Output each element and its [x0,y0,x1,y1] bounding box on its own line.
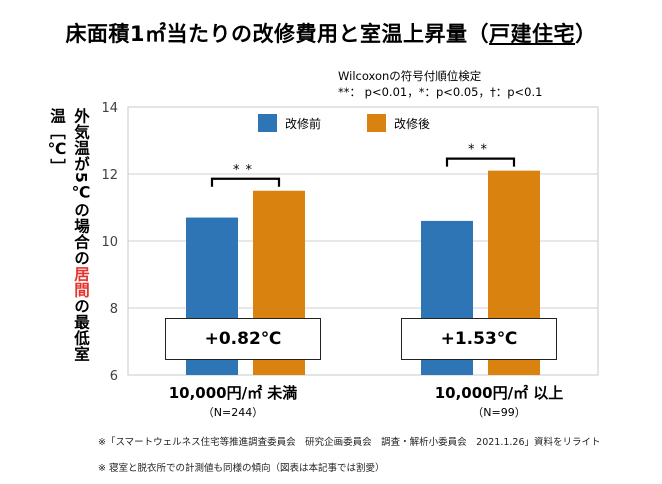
category-label-2: 10,000円/㎡ 以上 [434,384,564,402]
significance-label: ** [468,143,493,158]
footnote-source: ※「スマートウェルネス住宅等推進調査委員会 研究企画委員会 調査・解析小委員会 … [98,437,601,448]
ylabel-part3: の最低室温［℃］ [48,108,90,362]
category-label-1: 10,000円/㎡ 未満 [168,384,298,402]
difference-box-2: +1.53℃ [401,318,557,360]
difference-box-1: +0.82℃ [165,318,321,360]
plot-border [127,106,599,376]
title-suffix: ） [575,22,597,46]
title-underlined: 戸建住宅 [489,22,576,46]
legend-label-after: 改修後 [394,116,431,131]
chart-title: 床面積1㎡当たりの改修費用と室温上昇量（戸建住宅） [0,18,662,48]
y-tick-label: 12 [101,168,118,183]
significance-label: ** [233,163,258,178]
y-tick-label: 14 [101,101,118,116]
title-prefix: 床面積1㎡当たりの改修費用と室温上昇量（ [65,22,490,46]
category-n-2: （N=99） [472,406,526,419]
stat-note-line1: Wilcoxonの符号付順位検定 [338,69,482,83]
legend-item-after: 改修後 [367,114,430,132]
y-tick-label: 8 [110,302,118,317]
legend-swatch-before [258,114,277,132]
significance-bracket [210,177,281,187]
ylabel-part1: 外気温が5℃の場合の [72,108,90,266]
legend-item-before: 改修前 [258,114,321,132]
legend-label-before: 改修前 [285,116,322,131]
y-tick-label: 10 [101,235,118,250]
ylabel-part2: 居間 [72,265,90,298]
y-tick-label: 6 [110,369,118,384]
footnote-other-rooms: ※ 寝室と脱衣所での計測値も同様の傾向（図表は本記事では割愛） [98,463,385,474]
category-n-1: （N=244） [202,406,264,419]
y-axis-label: 外気温が5℃の場合の居間の最低室温［℃］ [45,108,93,376]
significance-bracket [445,157,516,167]
legend: 改修前 改修後 [258,114,430,132]
stat-test-note: Wilcoxonの符号付順位検定 **： p<0.01，*：p<0.05，†：p<… [338,68,542,100]
legend-swatch-after [367,114,387,132]
stat-note-line2: **： p<0.01，*：p<0.05，†：p<0.1 [338,85,543,99]
